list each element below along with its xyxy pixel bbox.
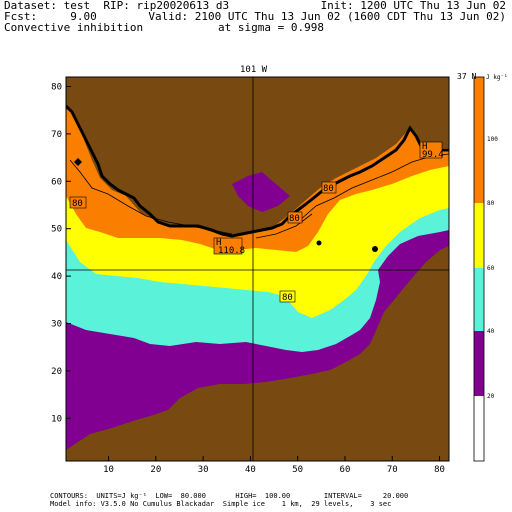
high-marker: H xyxy=(216,238,221,248)
y-tick-label: 50 xyxy=(51,225,62,235)
x-axis: 10 20 30 40 50 60 70 80 xyxy=(103,456,445,475)
colorbar-units-label: J kg⁻¹ xyxy=(486,74,508,81)
dataset-label: Dataset: test RIP: rip20020613 d3 xyxy=(4,0,230,12)
contour-label: 80 xyxy=(282,293,293,303)
y-tick-label: 70 xyxy=(51,130,62,140)
colorbar-level-label: 80 xyxy=(487,200,495,207)
x-tick-label: 10 xyxy=(103,465,114,475)
contour-label: 80 xyxy=(323,184,334,194)
colorbar: 37 N J kg⁻¹ 100 80 60 40 20 xyxy=(457,72,508,462)
y-tick-label: 30 xyxy=(51,320,62,330)
x-tick-label: 60 xyxy=(340,465,351,475)
x-tick-label: 20 xyxy=(150,465,161,475)
valid-time-label: Valid: 2100 UTC Thu 13 Jun 02 (1600 CDT … xyxy=(148,10,506,23)
high-value-label: 110.8 xyxy=(218,246,245,256)
colorbar-band-below-20 xyxy=(474,396,484,461)
field-name-label: Convective inhibition xyxy=(4,21,144,34)
terrain-mask-border xyxy=(66,104,449,238)
station-marker xyxy=(372,246,378,252)
x-tick-label: 50 xyxy=(292,465,303,475)
masked-terrain-lower xyxy=(66,246,449,461)
contour-fill-20-40-north xyxy=(232,172,290,212)
colorbar-level-label: 20 xyxy=(487,393,495,400)
plot-frame xyxy=(65,76,450,462)
contour-info-line: CONTOURS: UNITS=J kg⁻¹ LOW= 80.000 HIGH=… xyxy=(50,492,409,500)
model-info-line: Model info: V3.5.0 No Cumulus Blackadar … xyxy=(50,500,392,508)
colorbar-level-label: 60 xyxy=(487,265,495,272)
colorbar-band-20-40 xyxy=(474,331,484,396)
contour-label: 80 xyxy=(289,214,300,224)
x-tick-label: 80 xyxy=(434,465,445,475)
y-tick-label: 20 xyxy=(51,367,62,377)
y-axis: 10 20 30 40 50 60 70 80 xyxy=(51,82,71,424)
colorbar-band-above-100 xyxy=(474,77,484,139)
y-tick-label: 10 xyxy=(51,414,62,424)
colorbar-band-80-100 xyxy=(474,139,484,203)
station-marker xyxy=(74,158,82,166)
high-marker: H xyxy=(422,142,427,152)
colorbar-level-label: 100 xyxy=(487,136,498,143)
y-tick-label: 40 xyxy=(51,272,62,282)
station-marker xyxy=(316,240,322,246)
colorbar-level-label: 40 xyxy=(487,328,495,335)
y-tick-label: 60 xyxy=(51,177,62,187)
contour-label: 80 xyxy=(72,199,83,209)
colorbar-band-60-80 xyxy=(474,203,484,268)
y-tick-label: 80 xyxy=(51,82,62,92)
forecast-hour-label: Fcst: 9.00 xyxy=(4,10,97,23)
level-label: at sigma = 0.998 xyxy=(218,21,324,34)
x-tick-label: 40 xyxy=(245,465,256,475)
x-tick-label: 70 xyxy=(387,465,398,475)
filled-contours xyxy=(66,77,449,461)
colorbar-band-40-60 xyxy=(474,268,484,331)
init-time-label: Init: 1200 UTC Thu 13 Jun 02 xyxy=(320,0,506,12)
longitude-label: 101 W xyxy=(240,65,268,75)
high-value-label: 99.4 xyxy=(422,150,444,160)
contour-label-group: 80 80 80 80 H 110.8 H 99.4 xyxy=(69,141,444,303)
latitude-label: 37 N xyxy=(457,72,476,81)
x-tick-label: 30 xyxy=(198,465,209,475)
